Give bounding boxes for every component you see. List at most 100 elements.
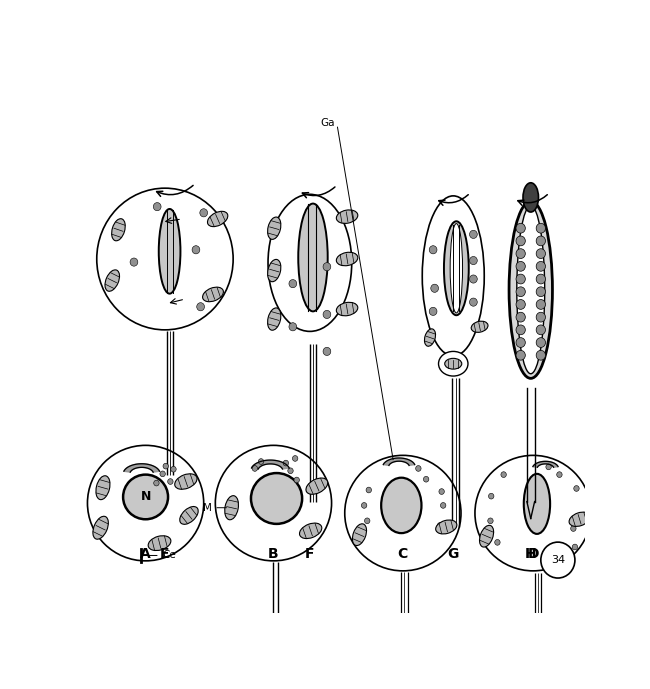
Circle shape [488, 518, 493, 524]
Ellipse shape [381, 477, 421, 533]
Ellipse shape [336, 252, 358, 266]
Circle shape [288, 468, 293, 473]
Circle shape [197, 302, 205, 311]
Circle shape [323, 347, 331, 356]
Ellipse shape [422, 196, 484, 356]
Ellipse shape [207, 212, 228, 227]
Ellipse shape [268, 308, 281, 330]
Circle shape [429, 307, 437, 316]
Circle shape [516, 274, 525, 284]
Circle shape [536, 223, 545, 233]
Ellipse shape [268, 194, 352, 331]
Circle shape [546, 464, 551, 470]
Circle shape [501, 472, 506, 477]
Ellipse shape [298, 203, 328, 311]
Ellipse shape [148, 536, 171, 551]
Circle shape [516, 261, 525, 271]
Circle shape [536, 338, 545, 347]
Ellipse shape [88, 445, 203, 561]
Ellipse shape [112, 218, 125, 240]
Circle shape [365, 518, 370, 524]
Text: E: E [160, 547, 170, 561]
Circle shape [252, 466, 257, 471]
Circle shape [366, 487, 372, 493]
Circle shape [516, 300, 525, 309]
Ellipse shape [344, 455, 461, 571]
Circle shape [292, 455, 298, 462]
Circle shape [289, 280, 296, 288]
Circle shape [163, 463, 168, 469]
Circle shape [130, 258, 138, 266]
Ellipse shape [517, 206, 545, 373]
Ellipse shape [300, 523, 322, 539]
Circle shape [489, 493, 494, 499]
Circle shape [571, 526, 576, 531]
Circle shape [323, 310, 331, 318]
Circle shape [536, 287, 545, 297]
Circle shape [441, 502, 446, 508]
Circle shape [153, 480, 159, 486]
Ellipse shape [96, 475, 110, 500]
Circle shape [192, 246, 200, 254]
Text: C: C [398, 547, 408, 561]
Circle shape [536, 274, 545, 284]
Text: M: M [203, 503, 226, 513]
Ellipse shape [336, 210, 358, 223]
Circle shape [153, 203, 161, 211]
Text: G: G [448, 547, 459, 561]
Circle shape [536, 351, 545, 360]
Text: D: D [527, 547, 539, 561]
Ellipse shape [352, 524, 367, 546]
Text: F: F [305, 547, 315, 561]
Text: B: B [268, 547, 279, 561]
Text: Ce: Ce [146, 551, 176, 560]
Ellipse shape [439, 351, 468, 376]
Circle shape [516, 249, 525, 258]
Polygon shape [252, 460, 289, 469]
Circle shape [536, 300, 545, 309]
Circle shape [572, 544, 578, 550]
Ellipse shape [93, 516, 109, 539]
Circle shape [516, 223, 525, 233]
Circle shape [171, 466, 176, 472]
Text: N: N [140, 491, 151, 504]
Text: A: A [140, 547, 151, 561]
Circle shape [469, 298, 477, 306]
Circle shape [200, 209, 207, 217]
Circle shape [516, 287, 525, 297]
Polygon shape [384, 458, 415, 466]
Circle shape [437, 522, 443, 528]
Ellipse shape [251, 473, 302, 524]
Circle shape [516, 236, 525, 246]
Ellipse shape [475, 455, 592, 571]
Circle shape [536, 249, 545, 258]
Circle shape [439, 489, 445, 495]
Ellipse shape [524, 474, 550, 534]
Circle shape [495, 539, 500, 545]
Circle shape [283, 460, 289, 466]
Ellipse shape [215, 445, 332, 561]
Ellipse shape [450, 224, 463, 313]
Ellipse shape [471, 321, 488, 332]
Text: 34: 34 [551, 555, 565, 565]
Circle shape [516, 351, 525, 360]
Circle shape [361, 502, 367, 508]
Ellipse shape [569, 512, 590, 526]
Circle shape [469, 275, 477, 283]
Ellipse shape [203, 287, 224, 302]
Ellipse shape [175, 474, 197, 489]
Circle shape [556, 472, 562, 477]
Ellipse shape [424, 329, 436, 347]
Ellipse shape [480, 525, 493, 547]
Ellipse shape [159, 209, 181, 294]
Text: H: H [525, 547, 536, 561]
Circle shape [258, 459, 264, 464]
Ellipse shape [268, 217, 281, 239]
Ellipse shape [336, 302, 358, 316]
Circle shape [160, 471, 165, 477]
Circle shape [415, 466, 421, 471]
Circle shape [536, 312, 545, 322]
Ellipse shape [105, 270, 120, 291]
Ellipse shape [445, 358, 461, 369]
Circle shape [536, 325, 545, 335]
